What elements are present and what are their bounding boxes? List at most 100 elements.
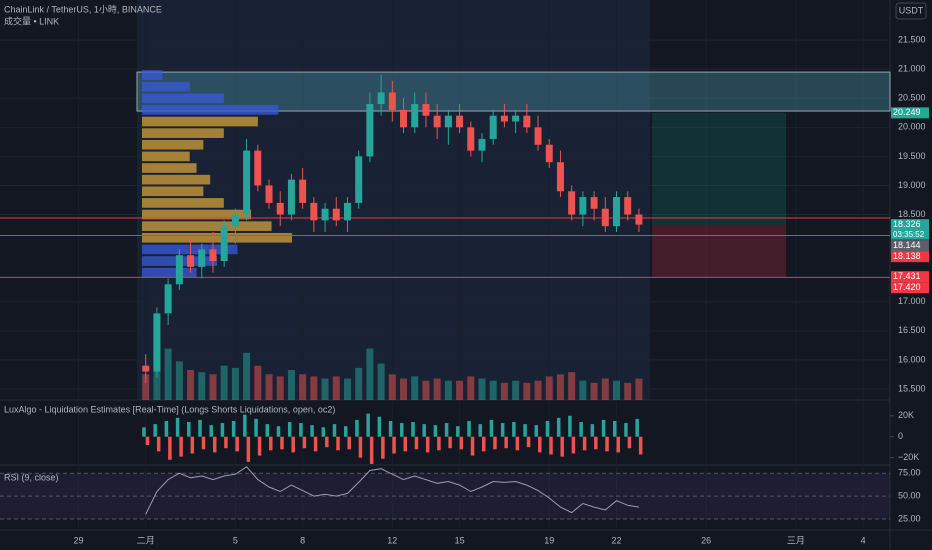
y-tick-label: 21.000 (898, 64, 926, 74)
candle-body (556, 162, 564, 192)
volume-bar (612, 380, 620, 400)
currency-button[interactable] (895, 2, 927, 20)
x-tick-label: 12 (387, 535, 397, 545)
long-liquidation-bar (355, 419, 359, 437)
long-liquidation-bar (254, 418, 258, 437)
candle-body (568, 191, 576, 215)
candle-body (287, 179, 295, 215)
short-liquidation-bar (515, 436, 520, 451)
short-liquidation-bar (560, 436, 564, 457)
candle-body (422, 104, 430, 116)
candle-body (355, 156, 363, 203)
volume-profile-bar (142, 128, 224, 138)
short-liquidation-bar (190, 436, 195, 454)
y-tick-label: 21.500 (898, 34, 926, 44)
x-tick-label: 22 (611, 535, 621, 545)
long-liquidation-bar (624, 423, 628, 437)
short-liquidation-bar (392, 436, 396, 454)
volume-bar (478, 378, 486, 400)
volume-bar (220, 365, 228, 400)
volume-bar (231, 367, 239, 400)
long-liquidation-bar (523, 424, 527, 437)
volume-bar (489, 380, 497, 400)
short-liquidation-bar (369, 436, 374, 464)
long-liquidation-bar (478, 424, 482, 437)
long-liquidation-bar (411, 422, 415, 437)
short-liquidation-bar (616, 436, 620, 453)
short-liquidation-bar (638, 436, 643, 455)
long-liquidation-bar (500, 423, 505, 437)
candle-body (612, 197, 620, 227)
volume-bar (243, 352, 251, 400)
volume-bar (254, 365, 262, 400)
volume-bar (377, 363, 385, 400)
x-tick-label: 8 (300, 535, 305, 545)
candle-body (489, 115, 497, 139)
long-liquidation-bar (220, 423, 225, 437)
y-tick-label: 19.000 (898, 180, 926, 190)
stop-zone (652, 224, 786, 278)
volume-bar (198, 372, 206, 400)
candle-body (388, 92, 396, 110)
long-liquidation-bar (422, 424, 426, 437)
long-liquidation-bar (635, 418, 639, 437)
short-liquidation-bar (549, 436, 553, 455)
price-label-bg (891, 271, 929, 283)
short-liquidation-bar (179, 436, 183, 457)
volume-profile-bar (142, 221, 272, 231)
candle-body (366, 104, 374, 157)
volume-bar (276, 376, 284, 400)
long-liquidation-bar (231, 420, 236, 437)
short-liquidation-bar (269, 436, 273, 451)
long-liquidation-bar (332, 424, 337, 437)
short-liquidation-bar (358, 436, 363, 458)
volume-bar (467, 376, 475, 400)
long-liquidation-bar (601, 419, 606, 437)
short-liquidation-bar (504, 436, 508, 449)
candle-body (220, 226, 228, 262)
short-liquidation-bar (403, 436, 408, 452)
volume-bar (366, 348, 374, 400)
y-tick-label: 19.500 (898, 151, 926, 161)
candle-body (545, 144, 553, 163)
y-tick-label: 50.00 (898, 491, 921, 501)
short-liquidation-bar (414, 436, 419, 450)
x-tick-label: 二月 (137, 535, 155, 545)
currency[interactable]: USDT (899, 5, 924, 15)
long-liquidation-bar (534, 425, 539, 437)
price-label: 17.431 (893, 271, 921, 281)
long-liquidation-bar (366, 413, 370, 437)
short-liquidation-bar (571, 436, 576, 454)
long-liquidation-bar (512, 422, 516, 437)
short-liquidation-bar (257, 436, 262, 456)
liquidation-title: LuxAlgo - Liquidation Estimates [Real-Ti… (4, 404, 335, 414)
long-liquidation-bar (612, 420, 617, 437)
candle-body (209, 249, 217, 262)
volume-bar (265, 374, 273, 400)
short-liquidation-bar (235, 436, 239, 452)
candle-body (254, 150, 262, 186)
volume-bar (187, 370, 195, 400)
candle-body (624, 197, 632, 215)
short-liquidation-bar (145, 436, 150, 446)
candle-body (456, 115, 464, 128)
countdown: 03:35:52 (893, 230, 925, 239)
x-tick-label: 5 (233, 535, 238, 545)
candle-body (198, 249, 206, 267)
short-liquidation-bar (280, 436, 284, 450)
long-liquidation-bar (299, 423, 303, 437)
rsi-line (145, 466, 639, 515)
long-liquidation-bar (579, 422, 583, 437)
volume-bar (343, 378, 351, 400)
volume-bar (590, 382, 598, 400)
long-liquidation-bar (209, 425, 213, 437)
short-liquidation-bar (313, 436, 318, 452)
short-liquidation-bar (246, 436, 251, 462)
x-tick-label: 4 (861, 535, 866, 545)
candle-body (332, 208, 340, 221)
candle-body (512, 115, 520, 122)
volume-profile-bar (142, 186, 204, 197)
volume-bar (444, 380, 452, 400)
